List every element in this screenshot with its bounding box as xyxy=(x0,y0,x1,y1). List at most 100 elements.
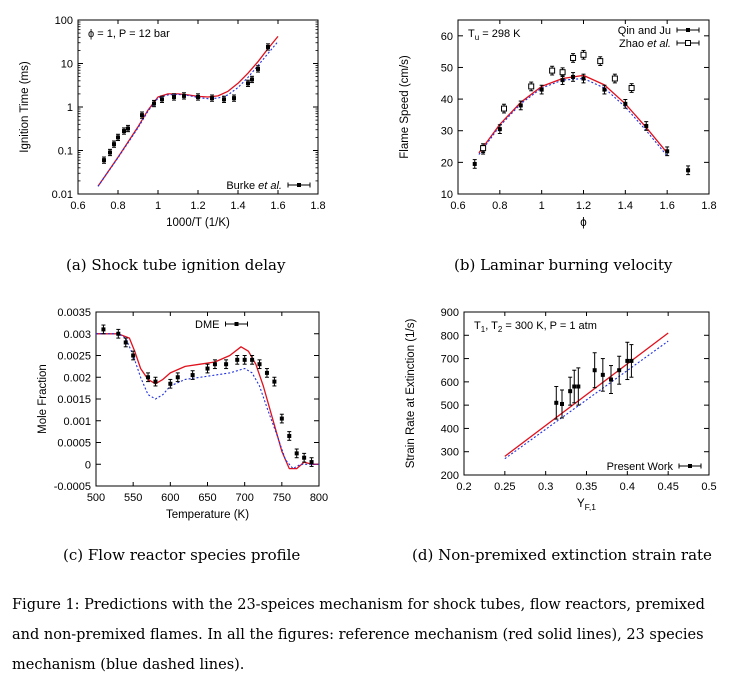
y-tick-label-b-0: 10 xyxy=(441,189,453,201)
data-point-b-3-0 xyxy=(480,145,487,152)
legend-label-italic-a-0: et al. xyxy=(258,180,282,192)
data-point-b-3-9 xyxy=(628,85,635,92)
data-point-a-2-6 xyxy=(140,113,144,118)
x-tick-label-a-2: 1 xyxy=(155,200,161,212)
y-tick-label-c-4: 0.0015 xyxy=(57,394,91,406)
data-point-a-2-0 xyxy=(102,158,106,163)
legend-label-b-1: Zhao et al. xyxy=(619,38,671,50)
data-point-a-2-9 xyxy=(172,94,176,99)
data-point-d-2-2 xyxy=(568,389,573,394)
annotation-sub1-d: 1 xyxy=(481,325,486,334)
data-point-a-2-13 xyxy=(222,97,226,102)
x-tick-label-b-3: 1.2 xyxy=(576,200,591,212)
x-tick-label-c-4: 700 xyxy=(235,492,253,504)
data-point-d-2-1 xyxy=(560,401,564,406)
y-tick-label-d-7: 900 xyxy=(441,307,459,319)
data-point-c-2-11 xyxy=(224,362,229,367)
series-group-d xyxy=(504,332,669,460)
caption-c: (c) Flow reactor species profile xyxy=(63,546,301,564)
y-tick-label-d-0: 200 xyxy=(441,470,459,482)
legend-sample-marker-b-1 xyxy=(685,40,691,46)
data-point-d-2-6 xyxy=(600,372,605,377)
data-point-c-2-4 xyxy=(146,375,151,380)
legend-label-part-b-1: Zhao xyxy=(619,38,647,50)
y-tick-label-d-3: 500 xyxy=(441,400,459,412)
data-point-c-2-16 xyxy=(264,370,269,375)
data-point-c-2-13 xyxy=(242,357,247,362)
series-line-a-1 xyxy=(97,41,279,187)
x-axis-label-c: Temperature (K) xyxy=(166,509,249,521)
chart-panel-a: 0.6 0.8 1 1.2 1.4 1.6 1.8 0.01 0.1 1 10 100 1000/T (… xyxy=(0,0,372,285)
annotation-b: Tu = 298 K xyxy=(468,28,521,42)
x-tick-label-a-6: 1.8 xyxy=(310,200,325,212)
x-tick-label-c-6: 800 xyxy=(310,492,328,504)
data-point-b-2-8 xyxy=(602,87,607,92)
x-tick-label-a-0: 0.6 xyxy=(70,200,85,212)
data-point-c-2-0 xyxy=(101,327,106,332)
data-point-b-3-3 xyxy=(549,67,556,74)
chart-panel-c: 500 550 600 650 700 750 800 -0.0005 0 0.0005 0.001… xyxy=(0,300,372,570)
legend-label-d-0: Present Work xyxy=(607,461,674,473)
chart-panel-b: 0.6 0.8 1 1.2 1.4 1.6 1.8 10 20 30 40 50 60 ϕ Flame Sp… xyxy=(372,0,745,285)
caption-b: (b) Laminar burning velocity xyxy=(454,256,673,274)
series-line-a-0 xyxy=(97,35,279,187)
data-point-a-2-3 xyxy=(116,135,120,140)
x-tick-label-d-6: 0.5 xyxy=(701,481,716,493)
data-point-c-2-7 xyxy=(175,375,180,380)
x-tick-label-d-2: 0.3 xyxy=(538,481,553,493)
data-point-c-2-15 xyxy=(257,362,262,367)
legend-label-c-0: DME xyxy=(195,319,219,331)
data-point-a-2-16 xyxy=(250,77,254,82)
caption-d: (d) Non-premixed extinction strain rate xyxy=(412,546,712,564)
data-point-c-2-8 xyxy=(190,373,195,378)
y-tick-label-a-2: 1 xyxy=(67,102,73,114)
x-tick-label-c-5: 750 xyxy=(273,492,291,504)
data-point-b-3-6 xyxy=(580,51,587,58)
x-tick-label-a-1: 0.8 xyxy=(110,200,125,212)
x-axis-label-d: YF,1 xyxy=(577,498,596,512)
legend-sample-marker-c-0 xyxy=(234,322,239,326)
data-point-a-2-11 xyxy=(196,94,200,99)
data-point-a-2-4 xyxy=(122,129,126,134)
figure-caption-line-1: Figure 1: Predictions with the 23-speice… xyxy=(12,597,705,613)
data-point-a-2-5 xyxy=(126,126,130,131)
y-tick-label-c-1: 0 xyxy=(85,459,91,471)
x-tick-label-b-1: 0.8 xyxy=(492,200,507,212)
data-point-b-2-3 xyxy=(518,103,523,108)
y-tick-label-a-1: 0.1 xyxy=(58,146,73,158)
data-point-a-2-1 xyxy=(108,150,112,155)
caption-a: (a) Shock tube ignition delay xyxy=(66,256,286,274)
data-point-c-2-2 xyxy=(123,340,128,345)
x-tick-label-d-3: 0.35 xyxy=(576,481,597,493)
figure-caption-line-3: mechanism (blue dashed lines). xyxy=(12,657,245,673)
y-tick-label-b-5: 60 xyxy=(441,31,453,43)
annotation-d: T1, T2 = 300 K, P = 1 atm xyxy=(474,320,597,334)
data-point-b-3-2 xyxy=(528,83,535,90)
data-point-a-2-12 xyxy=(210,96,214,101)
y-tick-label-b-2: 30 xyxy=(441,126,453,138)
y-tick-label-a-0: 0.01 xyxy=(52,189,73,201)
legend-label-italic-b-1: et al. xyxy=(647,38,671,50)
data-point-d-2-4 xyxy=(576,384,581,389)
series-group-a xyxy=(97,35,279,187)
x-tick-label-b-2: 1 xyxy=(539,200,545,212)
x-tick-label-c-0: 500 xyxy=(87,492,105,504)
data-point-b-3-8 xyxy=(611,75,618,82)
data-point-c-2-3 xyxy=(131,353,136,358)
x-tick-label-c-3: 650 xyxy=(198,492,216,504)
legend-sample-marker-b-0 xyxy=(686,28,690,32)
y-tick-label-c-0: -0.0005 xyxy=(54,481,91,493)
plot-frame-a xyxy=(77,19,319,195)
data-point-a-2-15 xyxy=(246,81,250,86)
chart-a-svg: 0.6 0.8 1 1.2 1.4 1.6 1.8 0.01 0.1 1 10 100 1000/T (… xyxy=(19,15,326,229)
data-point-a-2-18 xyxy=(266,44,270,49)
data-point-d-2-8 xyxy=(617,368,622,373)
y-axis-label-b: Flame Speed (cm/s) xyxy=(399,55,411,159)
data-point-c-2-22 xyxy=(309,460,314,465)
x-tick-label-a-5: 1.6 xyxy=(270,200,285,212)
data-point-b-3-4 xyxy=(559,69,566,76)
data-point-c-2-1 xyxy=(116,331,121,336)
data-point-b-2-11 xyxy=(665,149,670,154)
data-point-b-3-1 xyxy=(501,105,508,112)
x-axis-label-a: 1000/T (1/K) xyxy=(166,217,230,229)
